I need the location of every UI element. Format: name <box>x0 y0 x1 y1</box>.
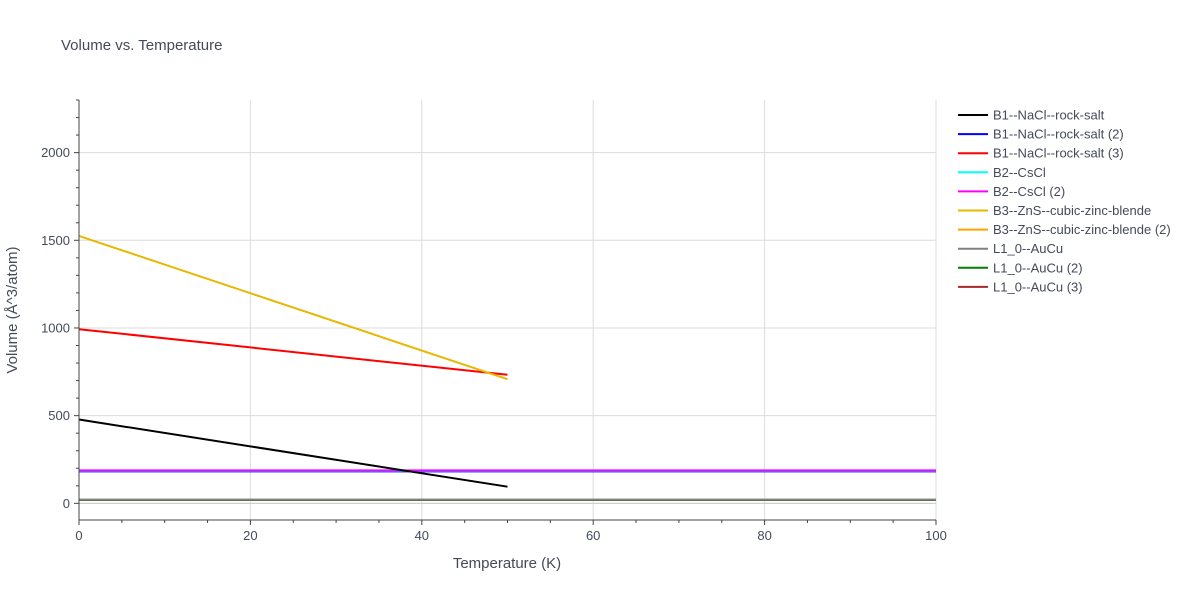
y-tick-label: 500 <box>48 408 70 423</box>
legend-item[interactable]: B1--NaCl--rock-salt <box>958 108 1105 123</box>
x-tick-label: 20 <box>243 528 257 543</box>
legend-label: L1_0--AuCu (2) <box>993 260 1083 275</box>
legend-label: B1--NaCl--rock-salt (2) <box>993 127 1124 142</box>
legend-label: B1--NaCl--rock-salt <box>993 108 1105 123</box>
x-tick-label: 40 <box>415 528 429 543</box>
x-tick-label: 0 <box>75 528 82 543</box>
legend-label: B3--ZnS--cubic-zinc-blende (2) <box>993 222 1171 237</box>
legend-item[interactable]: B1--NaCl--rock-salt (2) <box>958 127 1124 142</box>
series-line-3 <box>78 328 508 376</box>
legend-item[interactable]: L1_0--AuCu <box>958 241 1063 256</box>
legend-item[interactable]: B2--CsCl (2) <box>958 184 1065 199</box>
legend-label: B1--NaCl--rock-salt (3) <box>993 146 1124 161</box>
y-axis-title: Volume (Å^3/atom) <box>4 246 21 373</box>
grid <box>79 100 937 520</box>
x-tick-label: 100 <box>925 528 947 543</box>
y-tick-label: 1000 <box>41 320 70 335</box>
series-line-1 <box>78 418 508 488</box>
legend-item[interactable]: B3--ZnS--cubic-zinc-blende (2) <box>958 222 1171 237</box>
legend: B1--NaCl--rock-salt B1--NaCl--rock-salt (… <box>958 108 1171 294</box>
legend-item[interactable]: L1_0--AuCu (3) <box>958 279 1083 294</box>
legend-item[interactable]: L1_0--AuCu (2) <box>958 260 1083 275</box>
legend-item[interactable]: B1--NaCl--rock-salt (3) <box>958 146 1124 161</box>
y-tick-label: 0 <box>63 496 70 511</box>
x-tick-label: 60 <box>586 528 600 543</box>
legend-label: B2--CsCl (2) <box>993 184 1065 199</box>
series-lines <box>78 234 936 502</box>
legend-label: L1_0--AuCu <box>993 241 1063 256</box>
chart-title: Volume vs. Temperature <box>61 37 222 54</box>
series-line-6 <box>78 234 508 381</box>
x-axis-title: Temperature (K) <box>453 555 561 572</box>
legend-label: L1_0--AuCu (3) <box>993 279 1083 294</box>
legend-item[interactable]: B2--CsCl <box>958 165 1046 180</box>
y-tick-label: 1500 <box>41 233 70 248</box>
legend-label: B3--ZnS--cubic-zinc-blende <box>993 203 1151 218</box>
legend-label: B2--CsCl <box>993 165 1046 180</box>
y-tick-label: 2000 <box>41 145 70 160</box>
x-tick-label: 80 <box>757 528 771 543</box>
legend-item[interactable]: B3--ZnS--cubic-zinc-blende <box>958 203 1151 218</box>
